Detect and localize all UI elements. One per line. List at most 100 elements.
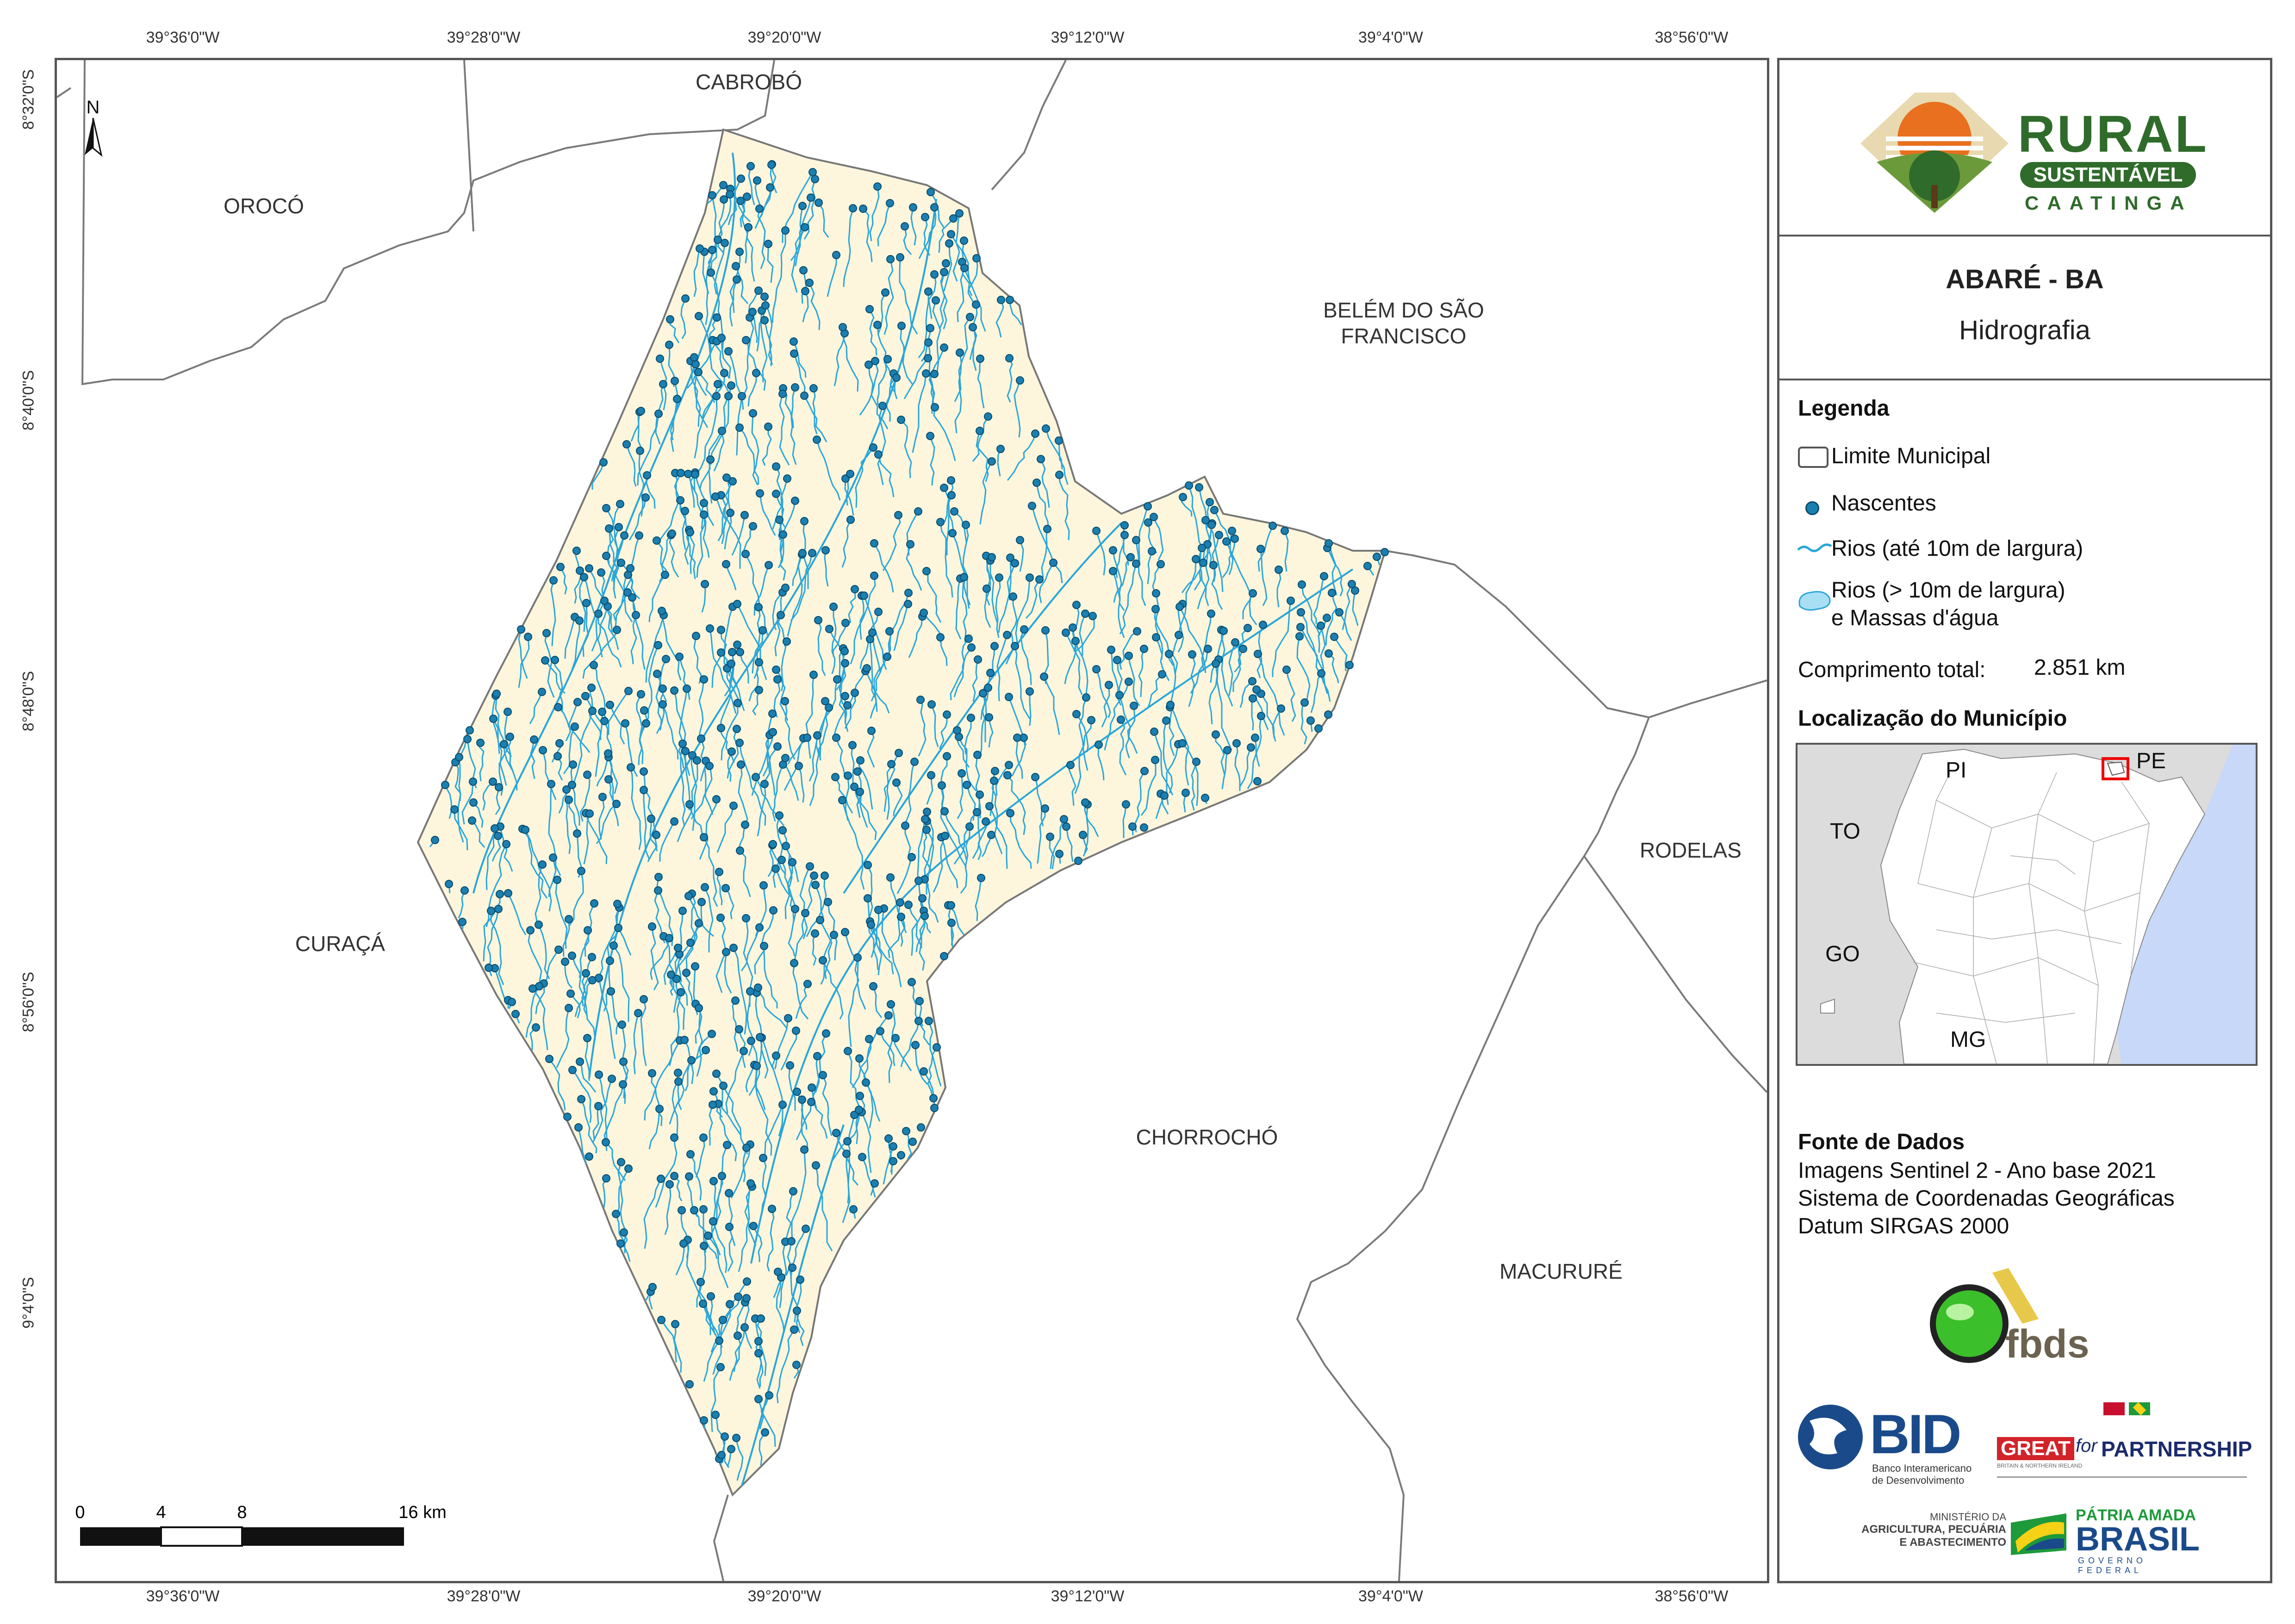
river-segment: [796, 1310, 805, 1346]
spring-point: [896, 253, 904, 261]
river-segment: [748, 166, 755, 205]
map-canvas[interactable]: N 0 4 8 16 km: [57, 60, 1767, 1581]
spring-point: [695, 312, 703, 320]
river-segment: [755, 1341, 762, 1389]
river-segment: [697, 372, 715, 403]
river-segment: [979, 461, 993, 525]
map-subtitle: Hidrografia: [1959, 315, 2090, 345]
spring-point: [713, 313, 721, 322]
river-segment: [1010, 597, 1018, 647]
river-segment: [947, 904, 965, 935]
spring-point: [616, 1239, 625, 1248]
river-segment: [908, 904, 925, 971]
river-segment: [918, 292, 929, 358]
river-segment: [729, 1327, 746, 1381]
spring-point: [788, 1263, 796, 1272]
spring-point: [932, 296, 940, 305]
spring-point: [726, 190, 734, 199]
spring-point: [595, 1070, 603, 1079]
river-segment: [746, 991, 754, 1056]
spring-point: [585, 1152, 593, 1161]
spring-point: [1152, 589, 1160, 597]
river-segment: [603, 960, 611, 1012]
spring-point: [476, 739, 485, 747]
location-inset-map[interactable]: PI PE TO GO MG: [1796, 743, 2258, 1066]
river-segment: [1300, 627, 1331, 702]
spring-point: [864, 894, 872, 902]
spring-point: [1324, 710, 1332, 719]
spring-point: [734, 699, 742, 707]
spring-point: [678, 907, 687, 915]
spring-point: [640, 995, 648, 1003]
spring-point: [851, 585, 859, 593]
river-segment: [712, 1319, 724, 1375]
location-heading: Localização do Município: [1798, 706, 2067, 731]
spring-point: [1032, 479, 1041, 487]
river-segment: [815, 1165, 833, 1251]
spring-point: [1133, 627, 1141, 635]
label-macurure: MACURURÉ: [1499, 1259, 1623, 1283]
map-frame[interactable]: N 0 4 8 16 km CABROBÓ OROCÓ BELÉM DO SÃO…: [55, 58, 1769, 1583]
river-segment: [538, 924, 550, 979]
spring-point: [717, 1451, 726, 1459]
spring-point: [870, 539, 878, 548]
spring-point: [697, 734, 705, 743]
spring-point: [1005, 693, 1013, 701]
spring-point: [803, 980, 812, 988]
spring-point: [595, 974, 603, 982]
spring-point: [617, 559, 625, 567]
lat-label-2: 8°40'0"S: [19, 370, 37, 431]
spring-point: [1081, 798, 1089, 807]
great-for-text: for: [2076, 1436, 2097, 1456]
spring-point: [793, 1088, 801, 1096]
spring-point: [781, 697, 789, 705]
river-segment: [685, 973, 697, 1009]
spring-point: [492, 690, 501, 698]
spring-point: [602, 1138, 610, 1146]
spring-point: [756, 489, 764, 498]
spring-point: [688, 751, 697, 759]
spring-point: [706, 455, 715, 464]
spring-point: [808, 1083, 816, 1092]
spring-point: [494, 905, 503, 913]
river-segment: [954, 317, 971, 402]
river-segment: [996, 635, 1008, 702]
river-segment: [678, 688, 688, 769]
municipality-polygon-abare[interactable]: [417, 128, 1387, 1497]
river-segment: [636, 694, 643, 737]
spring-point: [825, 625, 833, 633]
river-segment: [491, 695, 500, 754]
river-segment: [812, 1033, 827, 1108]
spring-point: [594, 610, 603, 618]
spring-point: [708, 191, 716, 199]
river-segment: [598, 1074, 608, 1146]
logo-rural-text: RURAL: [2018, 105, 2208, 163]
spring-point: [777, 611, 785, 619]
spring-point: [1297, 608, 1305, 616]
river-segment: [670, 398, 678, 452]
spring-point: [726, 1300, 734, 1308]
spring-point: [822, 1029, 830, 1038]
spring-point: [922, 369, 930, 378]
spring-point: [846, 516, 855, 524]
river-segment: [571, 621, 580, 670]
lon-label-bottom-6: 38°56'0"W: [1654, 1587, 1729, 1605]
spring-point: [781, 584, 790, 592]
river-segment: [589, 687, 601, 722]
spring-point: [771, 865, 780, 873]
spring-point: [974, 655, 982, 664]
partnership-text: PARTNERSHIP: [2101, 1437, 2252, 1461]
spring-point: [768, 709, 777, 718]
river-segment: [722, 1085, 748, 1155]
spring-point: [728, 747, 736, 756]
spring-point: [1081, 610, 1089, 618]
spring-point: [909, 203, 917, 212]
spring-point: [563, 1113, 572, 1121]
spring-point: [715, 1337, 723, 1345]
spring-point: [755, 205, 764, 213]
river-segment: [752, 311, 758, 343]
river-segment: [485, 908, 499, 969]
spring-point: [1259, 621, 1267, 629]
river-segment: [711, 606, 734, 688]
river-segment: [1234, 743, 1241, 791]
